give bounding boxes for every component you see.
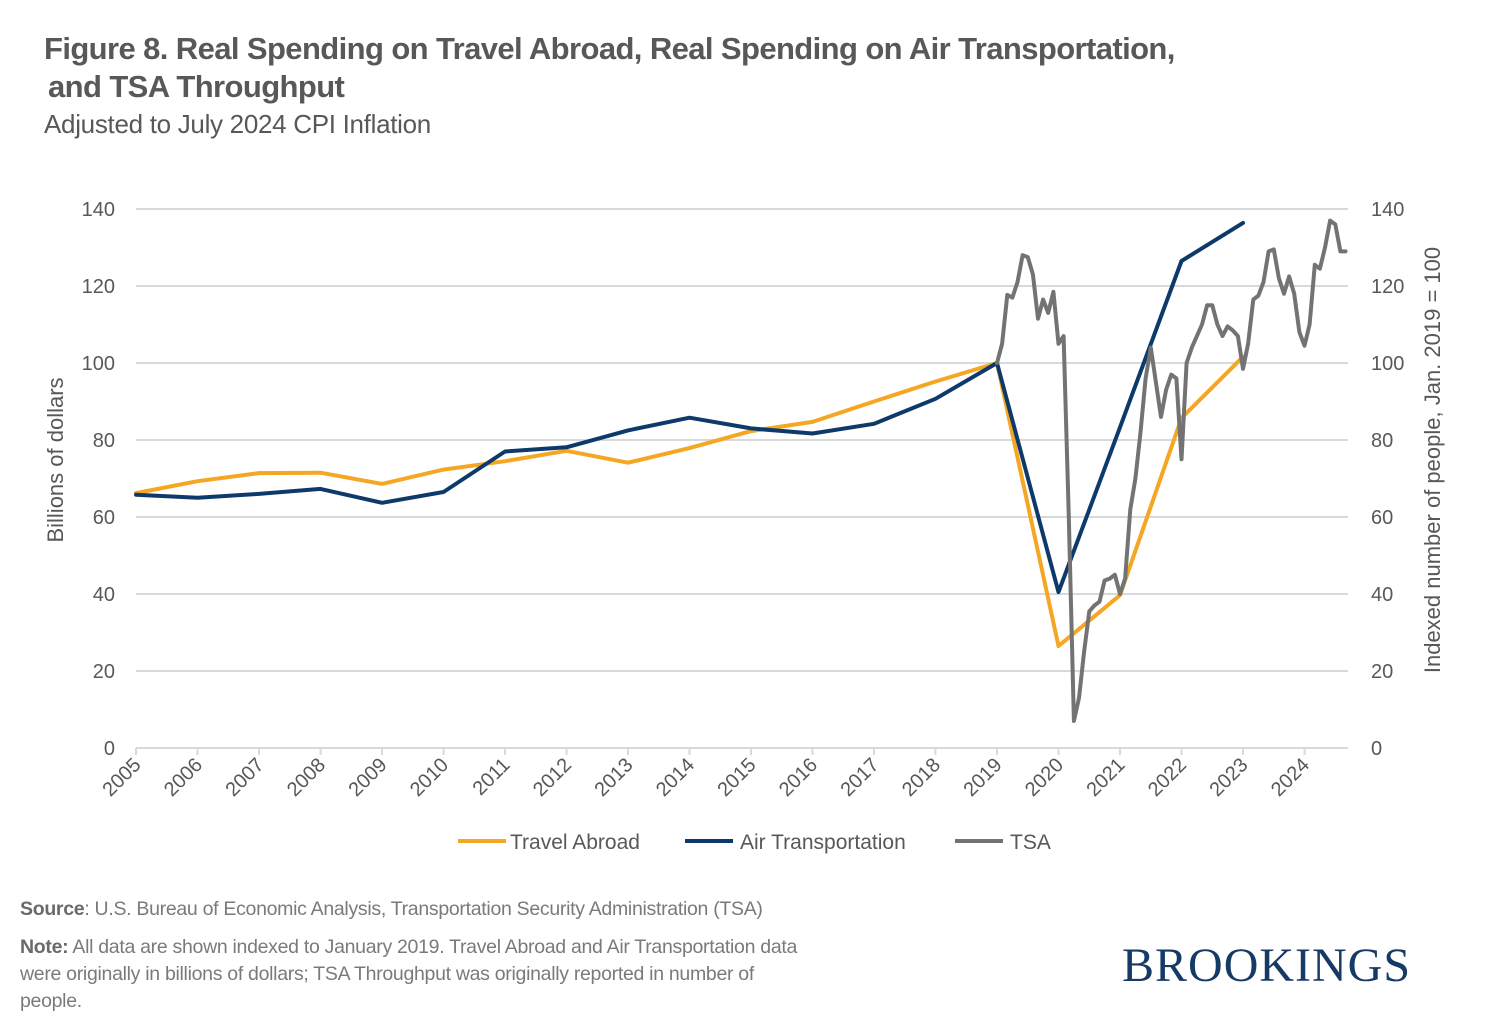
series-line-air	[134, 220, 1245, 595]
source-text: : U.S. Bureau of Economic Analysis, Tran…	[84, 898, 763, 920]
y-right-tick-label: 20	[1371, 661, 1393, 683]
series-line-travel	[134, 354, 1245, 648]
y-axis-left-title: Billions of dollars	[43, 377, 68, 542]
y-axis-left: 0 20 40 60 80 100 120 140	[82, 199, 115, 760]
gridlines	[136, 208, 1348, 749]
x-tick-label: 2024	[1267, 754, 1314, 801]
series-lines	[134, 218, 1348, 723]
y-right-tick-label: 100	[1371, 353, 1404, 375]
x-tick-label: 2017	[837, 754, 884, 801]
x-tick-label: 2023	[1206, 754, 1253, 801]
chart-subtitle: Adjusted to July 2024 CPI Inflation	[44, 109, 431, 139]
brookings-logo: BROOKINGS	[1122, 939, 1412, 992]
x-tick-label: 2010	[406, 754, 453, 801]
source-note: Source: U.S. Bureau of Economic Analysis…	[20, 898, 763, 921]
x-tick-label: 2018	[898, 754, 945, 801]
line-chart: 2005 2006 2007 2008 2009 2010 2011 2012 2013 2014…	[43, 199, 1445, 854]
x-tick-label: 2022	[1144, 754, 1191, 801]
x-tick-label: 2012	[529, 754, 576, 801]
x-tick-label: 2005	[99, 754, 146, 801]
y-left-tick-label: 120	[82, 276, 115, 298]
legend-label-air: Air Transportation	[740, 831, 906, 854]
y-left-tick-label: 80	[93, 430, 115, 452]
y-left-tick-label: 140	[82, 199, 115, 221]
x-tick-label: 2020	[1021, 754, 1068, 801]
x-tick-label: 2019	[960, 754, 1007, 801]
x-tick-label: 2013	[591, 754, 638, 801]
y-left-tick-label: 40	[93, 584, 115, 606]
x-tick-label: 2014	[652, 754, 699, 801]
y-left-tick-label: 60	[93, 507, 115, 529]
x-tick-label: 2016	[775, 754, 822, 801]
x-tick-label: 2015	[714, 754, 761, 801]
title-line-2: and TSA Throughput	[48, 69, 345, 104]
chart-title: Figure 8. Real Spending on Travel Abroad…	[44, 30, 1464, 106]
note-text: All data are shown indexed to January 20…	[20, 936, 798, 1012]
y-left-tick-label: 20	[93, 661, 115, 683]
source-label: Source	[20, 898, 85, 920]
y-left-tick-label: 0	[104, 738, 115, 760]
y-left-tick-label: 100	[82, 353, 115, 375]
y-right-tick-label: 60	[1371, 507, 1393, 529]
x-tick-label: 2021	[1083, 754, 1130, 801]
y-right-tick-label: 120	[1371, 276, 1404, 298]
x-tick-label: 2011	[469, 754, 515, 800]
y-right-tick-label: 0	[1371, 738, 1382, 760]
x-axis: 2005 2006 2007 2008 2009 2010 2011 2012 2013 2014…	[99, 748, 1314, 801]
legend-label-tsa: TSA	[1010, 831, 1051, 854]
x-tick-label: 2007	[222, 754, 269, 801]
legend: Travel Abroad Air Transportation TSA	[458, 831, 1051, 854]
y-right-tick-label: 140	[1371, 199, 1404, 221]
x-tick-label: 2008	[283, 754, 330, 801]
legend-label-travel: Travel Abroad	[510, 831, 640, 854]
y-axis-right-title: Indexed number of people, Jan. 2019 = 10…	[1420, 247, 1445, 673]
y-axis-right: 0 20 40 60 80 100 120 140	[1371, 199, 1404, 760]
x-tick-label: 2009	[345, 754, 392, 801]
x-tick-label: 2006	[160, 754, 207, 801]
y-right-tick-label: 80	[1371, 430, 1393, 452]
footnote: Note: All data are shown indexed to Janu…	[20, 934, 820, 1015]
y-right-tick-label: 40	[1371, 584, 1393, 606]
series-line-tsa	[995, 218, 1348, 723]
title-line-1: Figure 8. Real Spending on Travel Abroad…	[44, 31, 1175, 66]
note-label: Note:	[20, 936, 69, 958]
